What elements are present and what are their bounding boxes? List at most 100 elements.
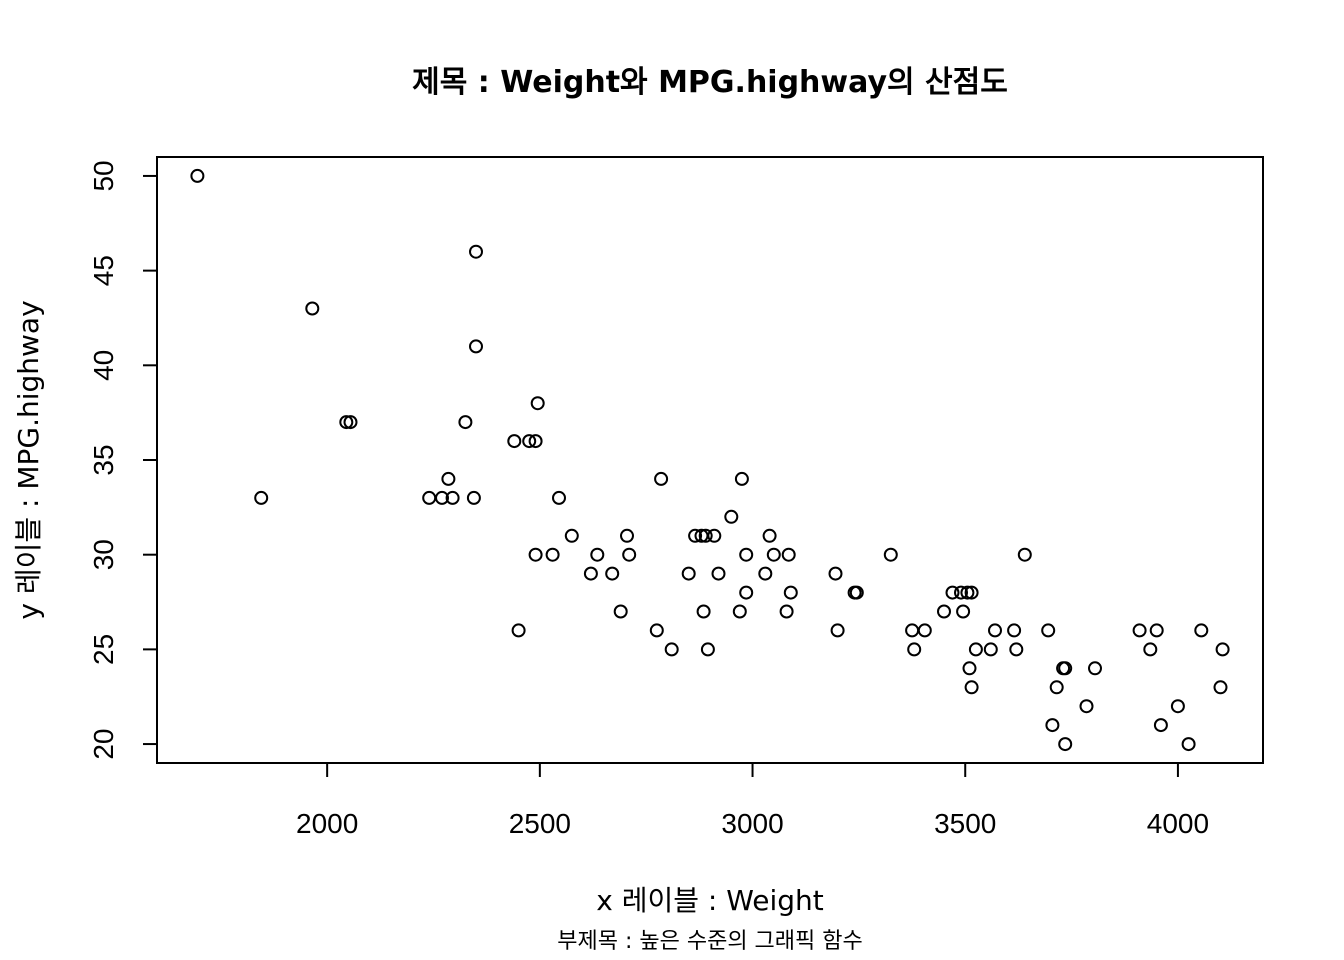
data-point: [830, 623, 845, 638]
data-point: [964, 680, 979, 695]
data-point: [1132, 623, 1147, 638]
data-point: [1045, 718, 1060, 733]
data-point: [1058, 661, 1073, 676]
data-point: [907, 642, 922, 657]
data-point: [545, 547, 560, 562]
data-point: [1194, 623, 1209, 638]
data-point: [1170, 699, 1185, 714]
data-point: [522, 434, 537, 449]
data-point: [458, 415, 473, 430]
data-point: [739, 547, 754, 562]
data-point: [828, 566, 843, 581]
data-point: [734, 471, 749, 486]
x-axis-label: x 레이블 : Weight: [596, 884, 824, 917]
data-point: [696, 604, 711, 619]
data-point: [988, 623, 1002, 638]
y-tick-label: 40: [88, 350, 119, 381]
x-axis: 2000 2500 3000 3500 4000: [296, 762, 1209, 839]
data-point: [962, 661, 977, 676]
y-tick-label: 45: [88, 255, 119, 286]
data-point: [1153, 718, 1168, 733]
x-tick-label: 3500: [934, 808, 996, 839]
data-point: [583, 566, 598, 581]
data-point: [681, 566, 696, 581]
data-point: [964, 585, 979, 600]
data-point: [698, 528, 713, 543]
data-points: [190, 168, 1230, 752]
data-point: [605, 566, 620, 581]
data-point: [507, 434, 522, 449]
data-point: [983, 642, 998, 657]
data-point: [654, 471, 669, 486]
data-point: [758, 566, 773, 581]
y-tick-label: 20: [88, 728, 119, 759]
data-point: [724, 509, 739, 524]
data-point: [528, 547, 543, 562]
data-point: [783, 585, 798, 600]
data-point: [762, 528, 777, 543]
data-point: [445, 490, 460, 505]
data-point: [1213, 680, 1228, 695]
plot-frame: [156, 156, 1264, 764]
data-point: [649, 623, 664, 638]
data-point: [528, 434, 543, 449]
data-point: [1149, 623, 1164, 638]
data-point: [711, 566, 726, 581]
data-point: [613, 604, 628, 619]
data-point: [700, 642, 715, 657]
data-point: [1009, 642, 1024, 657]
chart-title: 제목 : Weight와 MPG.highway의 산점도: [412, 65, 1008, 100]
data-point: [766, 547, 781, 562]
data-point: [905, 623, 920, 638]
data-point: [917, 623, 932, 638]
data-point: [441, 471, 456, 486]
data-point: [1058, 737, 1073, 752]
data-point: [339, 415, 354, 430]
data-point: [1181, 737, 1196, 752]
data-point: [781, 547, 796, 562]
data-point: [1143, 642, 1158, 657]
x-tick-label: 3000: [721, 808, 783, 839]
data-point: [620, 528, 634, 543]
data-point: [1079, 699, 1094, 714]
x-tick-label: 4000: [1147, 808, 1209, 839]
data-point: [883, 547, 898, 562]
data-point: [849, 585, 864, 600]
x-tick-label: 2000: [296, 808, 358, 839]
y-axis-label: y 레이블 : MPG.highway: [12, 300, 45, 619]
data-point: [1049, 680, 1064, 695]
x-tick-label: 2500: [509, 808, 571, 839]
data-point: [954, 585, 968, 600]
data-point: [688, 528, 703, 543]
data-point: [254, 490, 269, 505]
data-point: [664, 642, 679, 657]
data-point: [511, 623, 526, 638]
data-point: [1041, 623, 1056, 638]
y-tick-label: 35: [88, 444, 119, 475]
data-point: [564, 528, 579, 543]
data-point: [1088, 661, 1102, 676]
data-point: [469, 244, 483, 259]
data-point: [552, 490, 566, 505]
y-tick-label: 25: [88, 634, 119, 665]
y-tick-label: 30: [88, 539, 119, 570]
data-point: [469, 339, 483, 354]
data-point: [960, 585, 975, 600]
data-point: [190, 168, 205, 183]
data-point: [732, 604, 747, 619]
data-point: [945, 585, 960, 600]
data-point: [1017, 547, 1032, 562]
chart-subtitle: 부제목 : 높은 수준의 그래픽 함수: [557, 929, 863, 954]
data-point: [779, 604, 794, 619]
data-point: [1007, 623, 1022, 638]
data-point: [1215, 642, 1230, 657]
data-point: [466, 490, 481, 505]
data-point: [590, 547, 605, 562]
data-point: [622, 547, 637, 562]
data-point: [422, 490, 437, 505]
data-point: [968, 642, 983, 657]
data-point: [707, 528, 722, 543]
data-point: [956, 604, 971, 619]
y-tick-label: 50: [88, 160, 119, 191]
data-point: [739, 585, 754, 600]
